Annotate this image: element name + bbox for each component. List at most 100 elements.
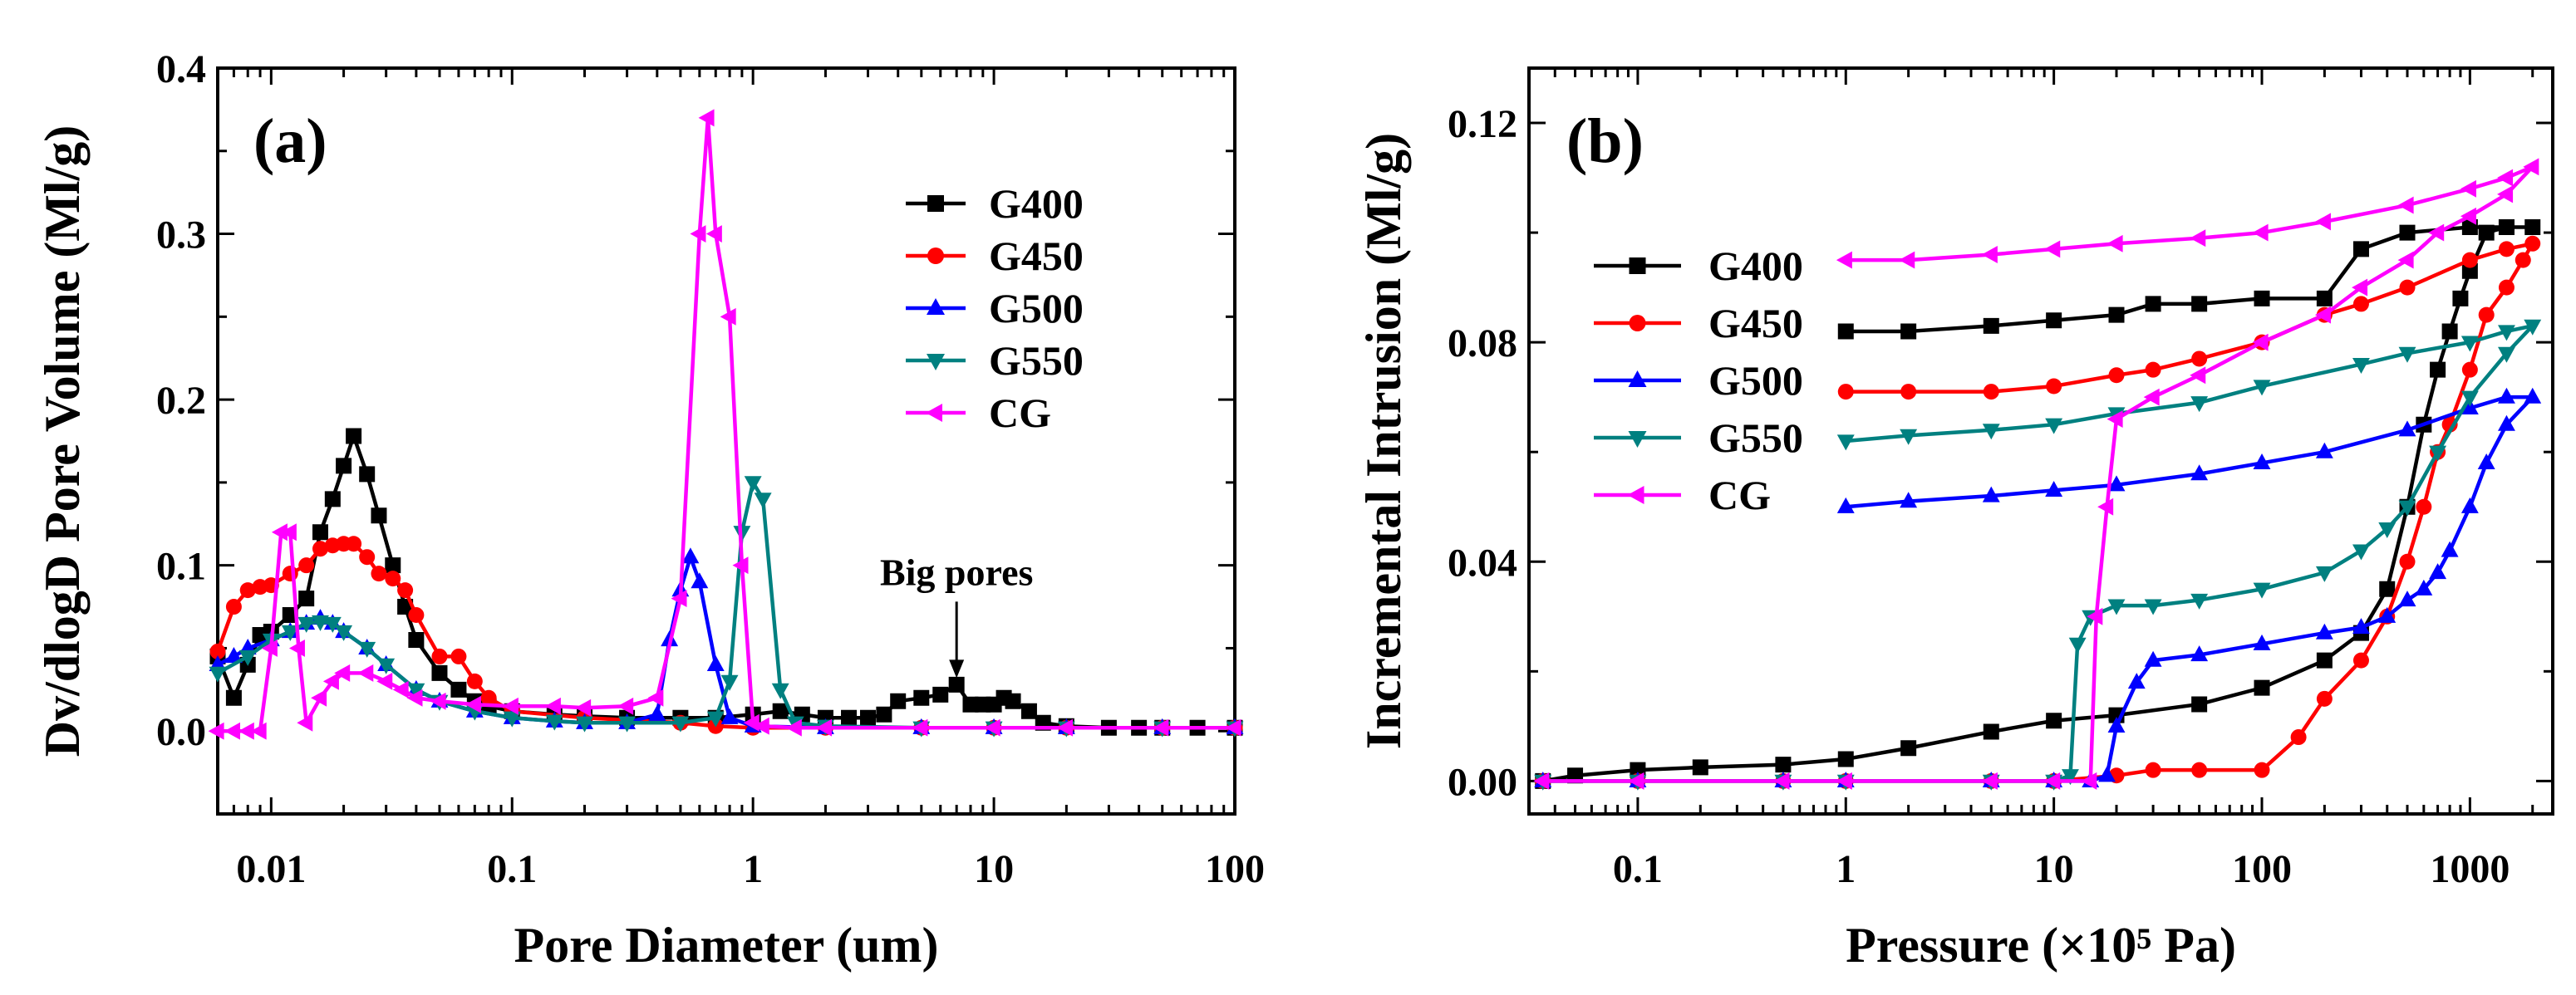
data-point [2379,581,2396,597]
data-point [1900,384,1917,400]
legend-label: G450 [1708,300,1803,346]
data-point [1836,772,1852,790]
data-point [336,458,352,474]
data-point [2416,498,2432,515]
data-point [2398,346,2416,363]
data-point [984,718,1000,737]
data-point [1982,424,2000,440]
data-point [1982,486,2000,502]
data-point [2107,716,2126,733]
data-point [1900,429,1918,445]
data-point [2397,196,2414,214]
data-point [2144,599,2162,615]
data-point [2429,563,2447,580]
data-point [1981,246,1998,263]
data-point [2478,224,2495,241]
data-point [397,582,414,599]
y-tick-label: 0.4 [156,47,206,91]
data-point [2460,497,2479,513]
data-point [816,718,833,737]
data-point [1983,723,1999,740]
data-point [297,713,313,732]
data-point [502,697,519,715]
data-point [239,582,256,599]
data-point [2191,296,2208,312]
data-point [859,709,876,726]
data-point [545,714,563,731]
data-point [2190,464,2209,481]
data-point [732,556,749,575]
x-axis-title: Pressure (×10⁵ Pa) [1846,918,2236,973]
data-point [346,428,362,444]
data-point [890,693,907,709]
data-point [2107,410,2123,429]
series-line [1542,242,2534,783]
x-tick-label: 0.1 [1613,847,1663,891]
data-point [1837,751,1854,767]
series-g500 [209,547,1244,734]
data-point [2045,418,2063,434]
data-point [2046,312,2062,329]
data-point [371,507,387,524]
data-point [359,466,376,483]
data-point [2398,591,2416,607]
data-point [225,599,242,615]
data-point [2498,346,2515,363]
legend-marker [1628,370,1647,387]
legend-label: G400 [989,180,1084,227]
data-point [1056,718,1073,737]
data-point [2098,766,2116,782]
data-point [297,616,316,633]
data-point [2068,637,2087,654]
data-point [1225,718,1241,737]
data-point [1837,323,1854,340]
data-point [841,709,858,726]
series-g550 [1534,319,2542,791]
data-point [706,655,725,671]
data-point [1981,772,1998,790]
data-point [2523,158,2539,176]
x-tick-label: 100 [1205,847,1265,891]
data-point [2352,652,2369,669]
data-point [392,680,409,698]
data-point [2145,361,2161,378]
data-point [2045,481,2063,498]
data-point [298,591,315,607]
data-point [1900,740,1917,757]
data-point [209,643,226,659]
legend-marker [927,195,944,212]
data-point [209,666,227,683]
data-point [2290,729,2307,746]
data-point [346,536,362,552]
data-point [2399,224,2416,241]
data-point [2461,262,2478,279]
data-point [2191,762,2208,778]
data-point [385,557,401,574]
data-point [1533,772,1550,790]
data-point [2378,606,2397,623]
data-point [544,697,561,715]
series-cg [1533,158,2539,790]
data-point [2044,772,2061,790]
data-point [2191,350,2208,367]
data-point [324,491,341,507]
data-point [408,631,425,648]
data-point [1020,703,1037,719]
data-point [2524,319,2542,336]
data-point [575,698,592,717]
data-point [1836,497,1855,513]
data-point [2108,306,2125,323]
data-point [2398,420,2416,437]
legend-marker [926,404,942,422]
data-point [358,641,376,658]
legend-label: G500 [1708,357,1803,404]
data-point [282,566,298,582]
panel-b-chart: 0.1 1 10 100 1000 0.00 0.04 0.08 0.12 G400 G450 G50… [1356,66,2554,973]
legend-label: CG [1708,472,1771,518]
data-point [2497,185,2514,203]
data-point [2498,218,2515,235]
data-point [2190,593,2209,610]
data-point [913,689,930,706]
data-point [465,695,481,713]
x-tick-label: 1 [743,847,763,891]
